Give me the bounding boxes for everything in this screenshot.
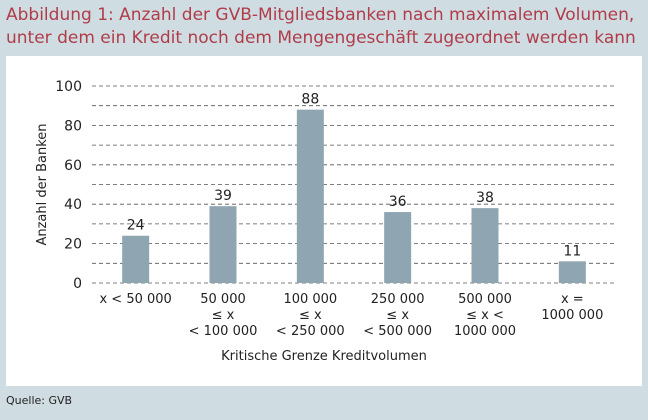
x-tick-label: x < 50 000 (99, 292, 171, 307)
y-tick-label: 60 (64, 158, 82, 174)
x-tick-label: 50 000 (200, 292, 246, 307)
x-axis-label: Kritische Grenze Kreditvolumen (221, 349, 427, 364)
bar (122, 235, 150, 283)
bar-chart: 0 20 40 60 80 100 Anzahl der Banken 24 x < 50 00… (35, 79, 616, 364)
data-label: 88 (301, 92, 319, 108)
x-tick-label: ≤ x (299, 308, 322, 323)
x-tick-label: ≤ x < (466, 308, 504, 323)
bar (296, 109, 324, 283)
y-axis-label: Anzahl der Banken (35, 123, 50, 245)
x-tick-label: < 250 000 (276, 324, 345, 339)
y-tick-label: 40 (64, 197, 82, 213)
y-tick-label: 20 (64, 237, 82, 253)
y-tick-label: 100 (55, 79, 82, 95)
data-label: 36 (389, 194, 407, 210)
x-tick-label: ≤ x (386, 308, 409, 323)
chart-panel: 0 20 40 60 80 100 Anzahl der Banken 24 x < 50 00… (6, 56, 642, 386)
chart-title: Abbildung 1: Anzahl der GVB-Mitgliedsban… (6, 4, 646, 50)
source-note: Quelle: GVB (6, 394, 73, 407)
x-tick-label: 250 000 (371, 292, 425, 307)
title-line-1: Abbildung 1: Anzahl der GVB-Mitgliedsban… (6, 5, 635, 25)
data-label: 39 (214, 188, 232, 204)
bar (558, 261, 586, 283)
y-tick-label: 0 (73, 276, 82, 292)
x-tick-label: < 500 000 (363, 324, 432, 339)
title-line-2: unter dem ein Kredit noch dem Mengengesc… (6, 28, 636, 48)
y-tick-label: 80 (64, 118, 82, 134)
x-tick-label: 100 000 (283, 292, 337, 307)
data-label: 38 (476, 190, 494, 206)
data-label: 11 (563, 243, 581, 259)
bar (209, 206, 237, 283)
x-tick-label: ≤ x (212, 308, 235, 323)
data-label: 24 (127, 218, 145, 234)
x-tick-label: 500 000 (458, 292, 512, 307)
bar (384, 212, 412, 283)
x-tick-label: 1000 000 (454, 324, 516, 339)
x-tick-label: x = (561, 292, 584, 307)
x-tick-label: < 100 000 (189, 324, 258, 339)
bar (471, 208, 499, 283)
x-tick-label: 1000 000 (541, 308, 603, 323)
